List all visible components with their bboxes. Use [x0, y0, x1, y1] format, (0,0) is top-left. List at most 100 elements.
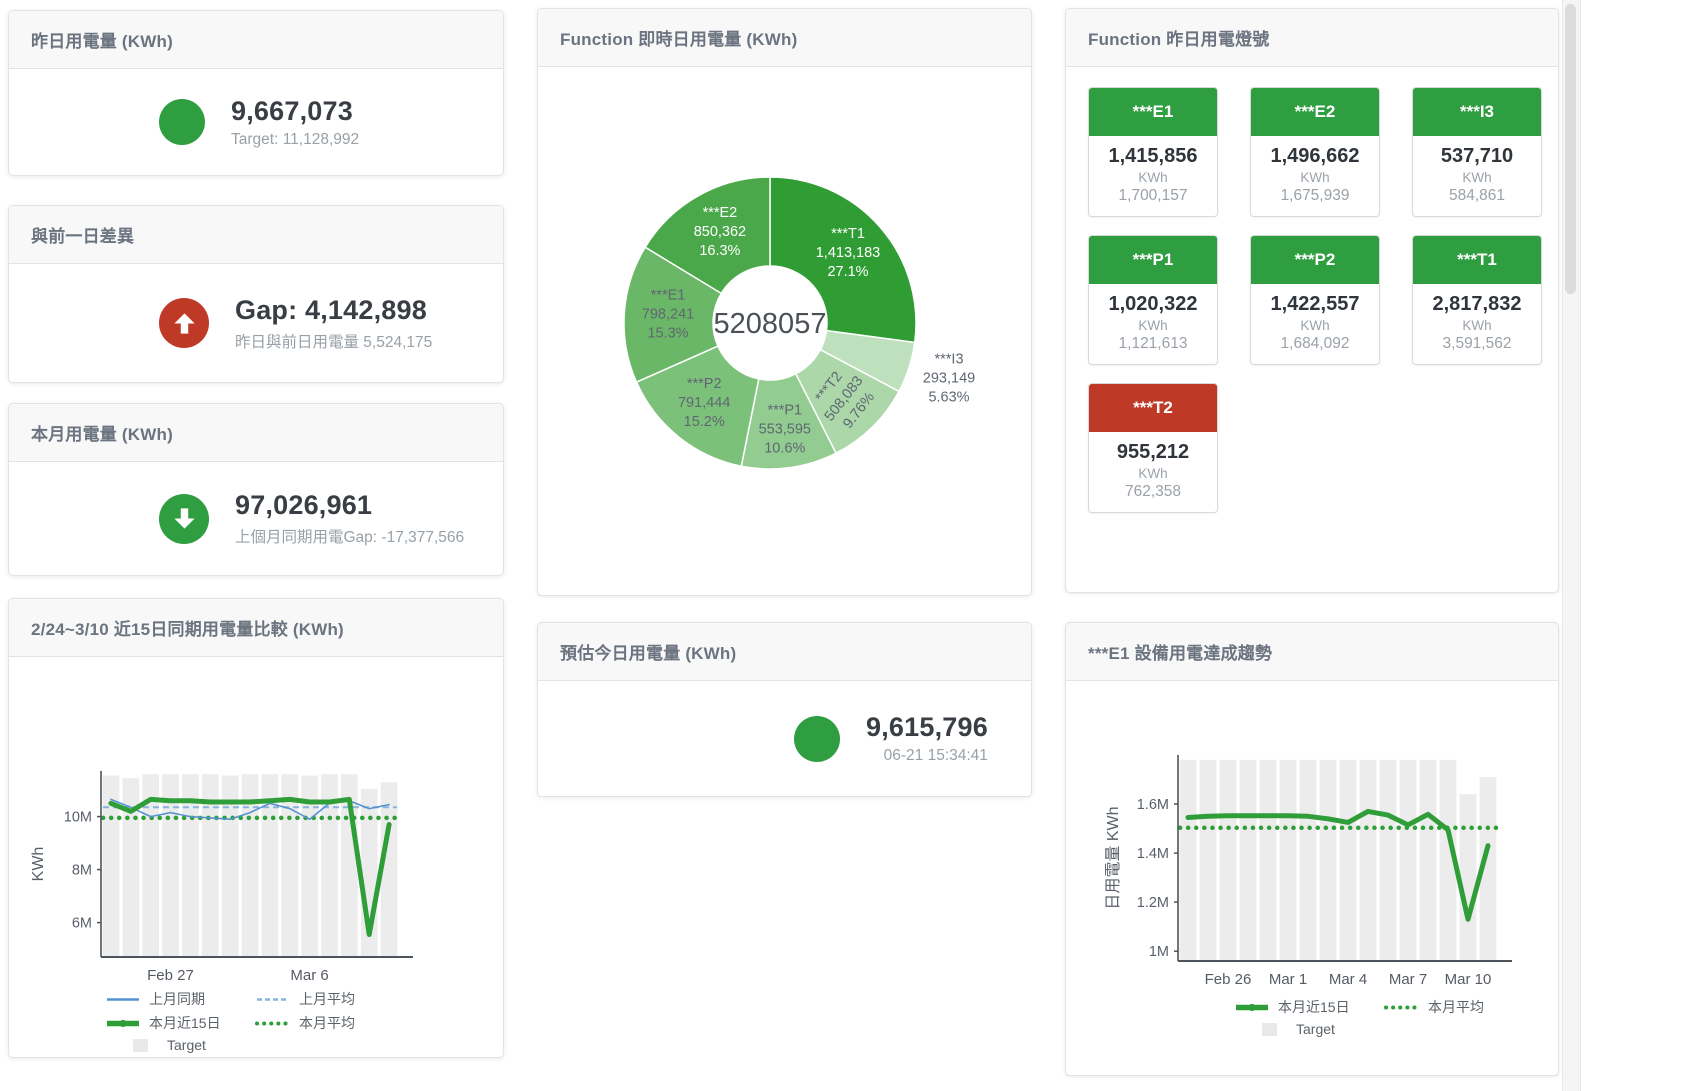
target-bar — [221, 775, 239, 957]
card-title: 2/24~3/10 近15日同期用電量比較 (KWh) — [31, 620, 344, 639]
target-bar — [1339, 759, 1357, 961]
legend-label: 本月平均 — [299, 1015, 355, 1031]
light-card-E2: ***E2 1,496,662 KWh 1,675,939 — [1250, 87, 1380, 217]
legend-label: Target — [1296, 1021, 1335, 1037]
light-card-value: 955,212 — [1116, 441, 1190, 463]
legend-item-上月同期[interactable]: 上月同期 — [105, 989, 255, 1009]
target-bar — [1439, 759, 1457, 961]
x-axis-tick: Feb 27 — [147, 967, 194, 984]
x-axis-tick: Mar 7 — [1389, 971, 1427, 988]
legend-item-本月平均[interactable]: 本月平均 — [1384, 997, 1534, 1017]
light-card-body: 1,415,856 KWh 1,700,157 — [1089, 136, 1217, 216]
y-axis-tick: 1.6M — [1137, 797, 1169, 813]
light-card-header: ***I3 — [1413, 88, 1541, 136]
card-title: 預估今日用電量 (KWh) — [560, 644, 737, 663]
card-header: 昨日用電量 (KWh) — [9, 11, 503, 69]
legend-item-本月近15日[interactable]: 本月近15日 — [1234, 997, 1384, 1017]
vertical-scrollbar-track[interactable] — [1562, 0, 1581, 1091]
light-card-T1: ***T1 2,817,832 KWh 3,591,562 — [1412, 235, 1542, 365]
card-header: Function 昨日用電燈號 — [1066, 9, 1558, 67]
target-bar — [321, 774, 338, 957]
target-bar — [162, 774, 179, 957]
light-card-I3: ***I3 537,710 KWh 584,861 — [1412, 87, 1542, 217]
legend-item-Target[interactable]: Target — [1252, 1021, 1335, 1037]
legend-item-本月近15日[interactable]: 本月近15日 — [105, 1013, 255, 1033]
stat-value: 9,667,073 — [231, 95, 353, 126]
donut-slice-label-E1: ***E1 798,241 15.3% — [642, 287, 694, 341]
card-title: 昨日用電量 (KWh) — [31, 32, 173, 51]
target-bar — [1179, 759, 1197, 961]
card-title: Function 即時日用電量 (KWh) — [560, 30, 798, 49]
card-title: 本月用電量 (KWh) — [31, 425, 173, 444]
lights-grid: ***E1 1,415,856 KWh 1,700,157 ***E2 1,496,662… — [1066, 67, 1558, 533]
donut-slice-E2[interactable] — [644, 176, 771, 295]
legend-swatch-dots-icon — [255, 1017, 291, 1030]
card-month-usage: 本月用電量 (KWh) 97,026,961 上個月同期用電Gap: -17,3… — [8, 403, 504, 576]
card-e1-trend: ***E1 設備用電達成趨勢 1M 1.2M 1.4M 1.6M Feb 26 Mar 1… — [1065, 622, 1559, 1076]
light-card-header: ***E1 — [1089, 88, 1217, 136]
y-axis-tick: 6M — [72, 916, 92, 932]
vertical-scrollbar-thumb[interactable] — [1565, 4, 1576, 294]
stat-timestamp: 06-21 15:34:41 — [883, 747, 988, 764]
legend-label: Target — [167, 1037, 206, 1053]
card-header: 本月用電量 (KWh) — [9, 404, 503, 462]
light-card-body: 2,817,832 KWh 3,591,562 — [1413, 284, 1541, 364]
light-card-body: 537,710 KWh 584,861 — [1413, 136, 1541, 216]
card-yesterday-usage: 昨日用電量 (KWh) 9,667,073 Target: 11,128,992 — [8, 10, 504, 176]
legend-swatch-dots-icon — [1384, 1001, 1420, 1014]
stat-value: 97,026,961 — [235, 490, 373, 520]
card-header: ***E1 設備用電達成趨勢 — [1066, 623, 1558, 681]
target-bar — [142, 774, 159, 957]
x-axis-tick: Mar 1 — [1269, 971, 1307, 988]
card-estimate-today: 預估今日用電量 (KWh) 9,615,796 06-21 15:34:41 — [537, 622, 1032, 797]
x-axis-tick: Mar 10 — [1445, 971, 1492, 988]
target-bar — [1399, 759, 1417, 961]
donut-slice-E1[interactable] — [623, 246, 723, 384]
stat-subtitle: 昨日與前日用電量 5,524,175 — [235, 333, 433, 351]
legend-swatch-square-icon — [1252, 1022, 1288, 1036]
target-bar — [182, 774, 199, 957]
light-card-header: ***T2 — [1089, 384, 1217, 432]
target-bar — [241, 774, 259, 957]
light-card-header: ***T1 — [1413, 236, 1541, 284]
e1-trend-chart[interactable]: 1M 1.2M 1.4M 1.6M Feb 26 Mar 1 Mar 4 Mar 7 Mar 1… — [1066, 681, 1542, 997]
light-card-unit: KWh — [1138, 318, 1168, 333]
trend-legend: 本月近15日 本月平均 Target — [1066, 997, 1558, 1037]
x-axis-tick: Mar 4 — [1329, 971, 1367, 988]
stat-text: Gap: 4,142,898 昨日與前日用電量 5,524,175 — [235, 295, 432, 352]
legend-swatch-thick-icon — [1234, 1001, 1270, 1014]
stat-subtitle: 上個月同期用電Gap: -17,377,566 — [235, 529, 465, 546]
target-bar — [301, 775, 318, 957]
status-circle-icon — [794, 715, 840, 762]
stat-value: 9,615,796 — [866, 712, 988, 742]
legend-item-上月平均[interactable]: 上月平均 — [255, 989, 405, 1009]
light-card-P1: ***P1 1,020,322 KWh 1,121,613 — [1088, 235, 1218, 365]
light-card-body: 955,212 KWh 762,358 — [1089, 432, 1217, 512]
y-axis-tick: 10M — [64, 810, 92, 826]
legend-item-本月平均[interactable]: 本月平均 — [255, 1013, 405, 1033]
realtime-usage-donut-chart[interactable]: ***T1 1,413,183 27.1%***I3 293,149 5.63%***T… — [538, 67, 1029, 591]
compare-chart[interactable]: 6M 8M 10M Feb 27 Mar 6 KWh — [9, 657, 487, 989]
light-card-unit: KWh — [1462, 318, 1492, 333]
target-bar — [1379, 759, 1397, 961]
light-card-T2: ***T2 955,212 KWh 762,358 — [1088, 383, 1218, 513]
target-bar — [1479, 777, 1497, 961]
down-arrow-icon — [159, 493, 209, 544]
legend-swatch-dash-icon — [255, 993, 291, 1006]
target-bar — [102, 775, 120, 957]
legend-swatch-line-icon — [105, 993, 141, 1006]
series-line-本月近15日 — [108, 796, 392, 937]
y-axis-label: 日用電量 KWh — [1105, 806, 1122, 909]
donut-slice-P2[interactable] — [635, 345, 760, 468]
card-header: 預估今日用電量 (KWh) — [538, 623, 1031, 681]
legend-label: 上月同期 — [149, 991, 205, 1007]
stat-subtitle: Target: 11,128,992 — [231, 130, 360, 148]
series-line-本月近15日 — [1185, 808, 1491, 922]
card-header: 2/24~3/10 近15日同期用電量比較 (KWh) — [9, 599, 503, 657]
target-bar — [122, 778, 140, 957]
light-card-target: 1,700,157 — [1118, 187, 1188, 204]
y-axis-label: KWh — [30, 847, 47, 882]
stat-text: 9,667,073 Target: 11,128,992 — [231, 96, 359, 149]
legend-item-Target[interactable]: Target — [123, 1037, 206, 1053]
donut-slice-T1[interactable] — [769, 176, 917, 344]
